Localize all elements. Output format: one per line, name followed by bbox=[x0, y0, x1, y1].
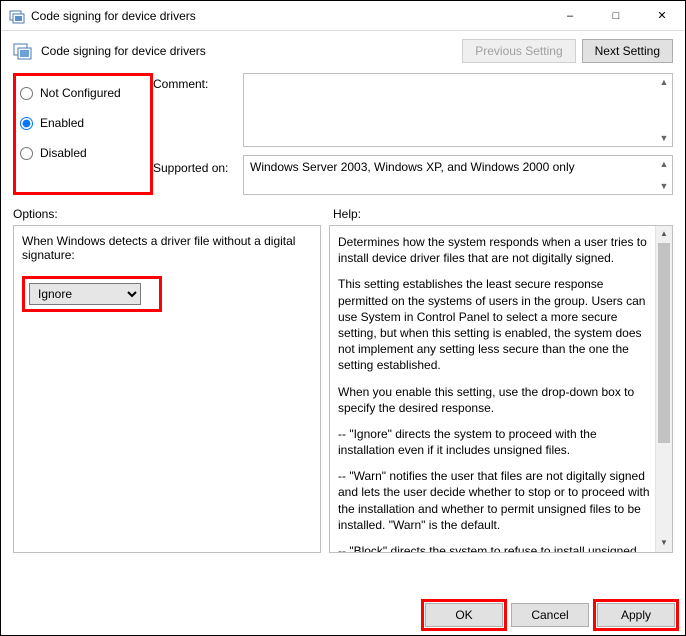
scroll-thumb[interactable] bbox=[658, 243, 670, 443]
radio-disabled[interactable]: Disabled bbox=[16, 138, 150, 168]
scroll-down-icon[interactable]: ▼ bbox=[656, 535, 672, 552]
signature-action-select[interactable]: Ignore bbox=[29, 283, 141, 305]
window-title: Code signing for device drivers bbox=[31, 9, 547, 23]
scroll-up-icon: ▲ bbox=[656, 156, 672, 172]
dialog-buttons: OK Cancel Apply bbox=[425, 603, 675, 627]
scroll-down-icon[interactable]: ▼ bbox=[656, 130, 672, 146]
supported-on-box: Windows Server 2003, Windows XP, and Win… bbox=[243, 155, 673, 195]
panes: When Windows detects a driver file witho… bbox=[1, 225, 685, 553]
field-inputs: ▲ ▼ Windows Server 2003, Windows XP, and… bbox=[243, 73, 673, 195]
field-labels: Comment: Supported on: bbox=[153, 73, 243, 195]
maximize-button[interactable]: □ bbox=[593, 1, 639, 30]
comment-label: Comment: bbox=[153, 77, 243, 161]
help-p5: -- "Warn" notifies the user that files a… bbox=[338, 468, 652, 533]
radio-enabled[interactable]: Enabled bbox=[16, 108, 150, 138]
close-button[interactable]: ✕ bbox=[639, 1, 685, 30]
help-pane: Determines how the system responds when … bbox=[329, 225, 673, 553]
next-setting-button[interactable]: Next Setting bbox=[582, 39, 673, 63]
help-p3: When you enable this setting, use the dr… bbox=[338, 384, 652, 416]
help-scrollbar[interactable]: ▲ ▼ bbox=[655, 226, 672, 552]
radio-enabled-input[interactable] bbox=[20, 117, 33, 130]
comment-textarea[interactable]: ▲ ▼ bbox=[243, 73, 673, 147]
state-radio-group: Not Configured Enabled Disabled bbox=[13, 73, 153, 195]
scroll-up-icon[interactable]: ▲ bbox=[656, 226, 672, 243]
supported-on-text: Windows Server 2003, Windows XP, and Win… bbox=[250, 160, 575, 174]
header: Code signing for device drivers Previous… bbox=[1, 31, 685, 71]
cancel-button[interactable]: Cancel bbox=[511, 603, 589, 627]
minimize-button[interactable]: – bbox=[547, 1, 593, 30]
titlebar: Code signing for device drivers – □ ✕ bbox=[1, 1, 685, 31]
radio-disabled-label: Disabled bbox=[40, 146, 87, 160]
previous-setting-button: Previous Setting bbox=[462, 39, 575, 63]
options-prompt: When Windows detects a driver file witho… bbox=[22, 234, 312, 262]
radio-disabled-input[interactable] bbox=[20, 147, 33, 160]
header-title: Code signing for device drivers bbox=[41, 44, 456, 58]
supported-label: Supported on: bbox=[153, 161, 243, 175]
apply-button[interactable]: Apply bbox=[597, 603, 675, 627]
help-label: Help: bbox=[333, 207, 361, 221]
radio-not-configured-input[interactable] bbox=[20, 87, 33, 100]
radio-not-configured-label: Not Configured bbox=[40, 86, 121, 100]
scroll-down-icon: ▼ bbox=[656, 178, 672, 194]
options-label: Options: bbox=[13, 207, 333, 221]
dropdown-highlight: Ignore bbox=[22, 276, 162, 312]
config-area: Not Configured Enabled Disabled Comment:… bbox=[1, 71, 685, 201]
window-controls: – □ ✕ bbox=[547, 1, 685, 30]
help-p1: Determines how the system responds when … bbox=[338, 234, 652, 266]
radio-not-configured[interactable]: Not Configured bbox=[16, 78, 150, 108]
app-icon bbox=[9, 8, 25, 24]
options-pane: When Windows detects a driver file witho… bbox=[13, 225, 321, 553]
policy-icon bbox=[13, 41, 33, 61]
ok-button[interactable]: OK bbox=[425, 603, 503, 627]
help-p6: -- "Block" directs the system to refuse … bbox=[338, 543, 652, 553]
help-p2: This setting establishes the least secur… bbox=[338, 276, 652, 373]
radio-enabled-label: Enabled bbox=[40, 116, 84, 130]
help-p4: -- "Ignore" directs the system to procee… bbox=[338, 426, 652, 458]
help-text: Determines how the system responds when … bbox=[338, 234, 652, 553]
scroll-up-icon[interactable]: ▲ bbox=[656, 74, 672, 90]
section-labels: Options: Help: bbox=[1, 201, 685, 225]
